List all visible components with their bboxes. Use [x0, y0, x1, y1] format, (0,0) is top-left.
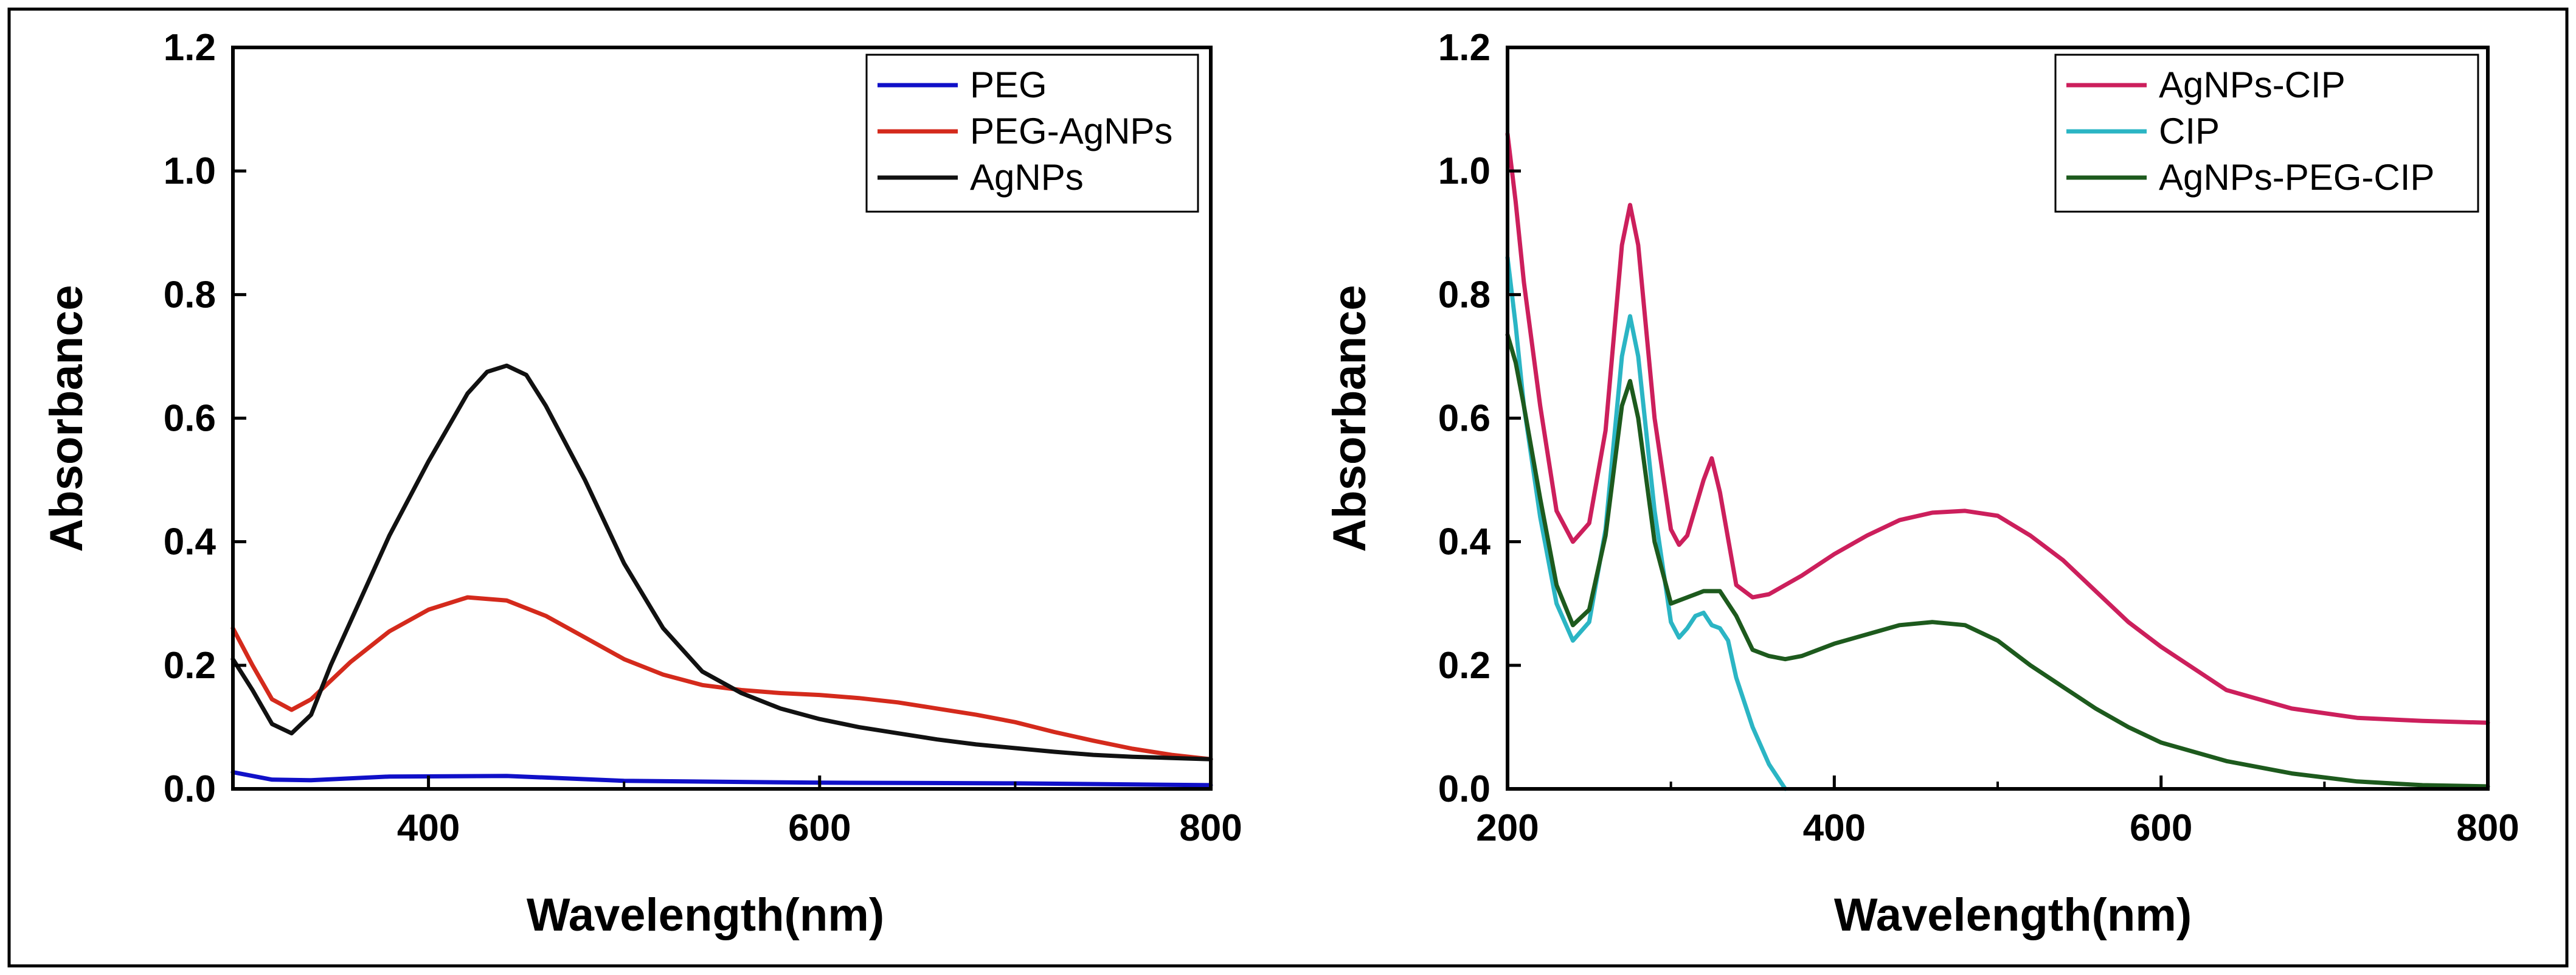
series-line-agnps-peg-cip	[1505, 332, 2490, 789]
x-tick-label: 600	[788, 807, 851, 849]
y-tick-label: 1.0	[1438, 150, 1491, 192]
x-tick-label: 800	[1179, 807, 1242, 849]
series-line-peg-agnps	[230, 595, 1213, 762]
y-tick-label: 0.8	[164, 274, 216, 316]
y-tick-label: 1.2	[164, 27, 216, 69]
x-tick-label: 200	[1476, 807, 1539, 849]
y-tick-label: 0.0	[1438, 768, 1491, 810]
legend-label: AgNPs-CIP	[2159, 64, 2346, 105]
legend-label: PEG	[970, 64, 1047, 105]
axis-ticks: 0.0 0.2 0.4 0.6 0.8 1.0 1.2 400 600 800	[164, 27, 1242, 849]
y-tick-label: 0.6	[164, 398, 216, 440]
legend: AgNPs-CIP CIP AgNPs-PEG-CIP	[2054, 54, 2479, 213]
x-tick-label: 800	[2456, 807, 2519, 849]
series-line-peg	[230, 770, 1213, 788]
y-tick-label: 0.8	[1438, 274, 1491, 316]
x-axis-title: Wavelength(nm)	[527, 889, 884, 941]
x-axis-title: Wavelength(nm)	[1834, 889, 2192, 941]
figure-frame	[7, 7, 2569, 968]
legend-label: AgNPs-PEG-CIP	[2159, 157, 2434, 198]
x-tick-label: 400	[397, 807, 460, 849]
legend: PEG PEG-AgNPs AgNPs	[865, 54, 1199, 213]
series-line-agnps	[230, 363, 1213, 762]
x-tick-label: 400	[1803, 807, 1866, 849]
x-tick-label: 600	[2130, 807, 2192, 849]
y-tick-label: 0.4	[1438, 521, 1491, 563]
series-layer	[1505, 131, 2490, 791]
y-axis-title: Absorbance	[1324, 285, 1376, 552]
y-tick-label: 0.2	[1438, 645, 1491, 687]
series-line-agnps-cip	[1505, 131, 2490, 725]
y-tick-label: 1.0	[164, 150, 216, 192]
legend-label: AgNPs	[970, 157, 1084, 198]
y-tick-label: 0.4	[164, 521, 216, 563]
axis-ticks: 0.0 0.2 0.4 0.6 0.8 1.0 1.2 200 400 600 800	[1438, 27, 2519, 849]
chart-left: 0.0 0.2 0.4 0.6 0.8 1.0 1.2 400 600 800 Absorbanc…	[41, 27, 1242, 941]
y-axis-title: Absorbance	[41, 285, 92, 552]
chart-right: 0.0 0.2 0.4 0.6 0.8 1.0 1.2 200 400 600 800 Absorb…	[1324, 27, 2519, 941]
y-tick-label: 0.0	[164, 768, 216, 810]
legend-label: PEG-AgNPs	[970, 111, 1172, 151]
y-tick-label: 0.2	[164, 645, 216, 687]
legend-label: CIP	[2159, 111, 2220, 151]
y-tick-label: 0.6	[1438, 398, 1491, 440]
y-tick-label: 1.2	[1438, 27, 1491, 69]
series-layer	[230, 363, 1213, 788]
